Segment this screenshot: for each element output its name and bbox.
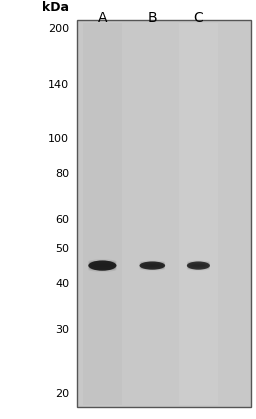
Ellipse shape bbox=[140, 261, 165, 264]
Bar bbox=[179, 23, 218, 405]
Ellipse shape bbox=[88, 262, 116, 266]
Ellipse shape bbox=[187, 266, 210, 269]
Text: 20: 20 bbox=[55, 389, 69, 399]
Ellipse shape bbox=[187, 261, 210, 264]
Ellipse shape bbox=[140, 265, 165, 268]
Text: 200: 200 bbox=[48, 24, 69, 34]
Ellipse shape bbox=[140, 267, 165, 271]
Ellipse shape bbox=[88, 268, 116, 272]
Text: 50: 50 bbox=[55, 244, 69, 254]
Text: kDa: kDa bbox=[42, 1, 69, 14]
Ellipse shape bbox=[88, 264, 116, 268]
Text: C: C bbox=[194, 10, 203, 25]
Ellipse shape bbox=[187, 261, 210, 270]
Bar bbox=[133, 23, 172, 405]
Ellipse shape bbox=[140, 266, 165, 269]
Text: 30: 30 bbox=[55, 325, 69, 335]
Ellipse shape bbox=[88, 261, 116, 265]
Ellipse shape bbox=[88, 265, 116, 269]
Ellipse shape bbox=[187, 267, 210, 271]
Ellipse shape bbox=[88, 266, 116, 270]
Ellipse shape bbox=[140, 261, 165, 270]
Ellipse shape bbox=[140, 264, 165, 267]
Ellipse shape bbox=[88, 259, 116, 264]
Text: 80: 80 bbox=[55, 169, 69, 179]
Bar bbox=[82, 23, 122, 405]
Ellipse shape bbox=[187, 262, 210, 265]
Ellipse shape bbox=[88, 261, 116, 271]
Text: 60: 60 bbox=[55, 215, 69, 225]
Text: 140: 140 bbox=[48, 80, 69, 91]
Text: A: A bbox=[98, 10, 107, 25]
Bar bbox=[77, 21, 251, 407]
Ellipse shape bbox=[187, 265, 210, 268]
Ellipse shape bbox=[140, 262, 165, 265]
Ellipse shape bbox=[187, 264, 210, 267]
Ellipse shape bbox=[140, 263, 165, 266]
Text: 40: 40 bbox=[55, 279, 69, 289]
Text: B: B bbox=[147, 10, 157, 25]
Ellipse shape bbox=[187, 263, 210, 266]
Text: 100: 100 bbox=[48, 134, 69, 144]
